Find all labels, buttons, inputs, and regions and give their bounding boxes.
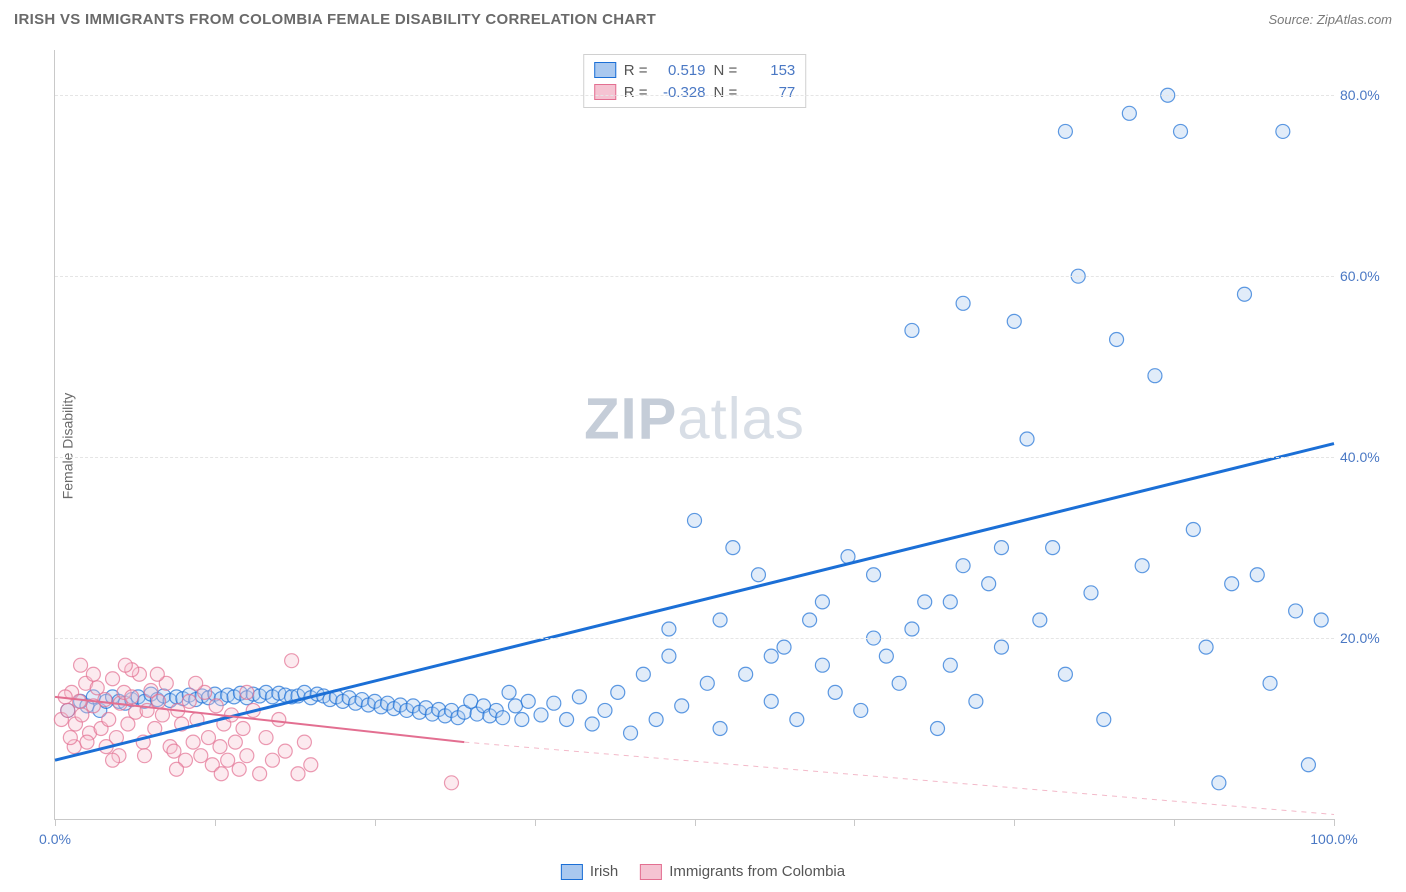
legend-item-irish: Irish	[561, 863, 618, 880]
stats-legend: R = 0.519 N = 153 R = -0.328 N = 77	[583, 54, 807, 108]
swatch-irish	[594, 62, 616, 78]
gridline	[55, 95, 1334, 96]
x-tick	[375, 819, 376, 826]
swatch-colombia	[640, 864, 662, 880]
x-tick-label: 0.0%	[39, 831, 71, 847]
x-tick	[535, 819, 536, 826]
swatch-irish	[561, 864, 583, 880]
y-tick-label: 60.0%	[1340, 268, 1400, 284]
x-tick	[1174, 819, 1175, 826]
x-tick-label: 100.0%	[1310, 831, 1357, 847]
x-tick	[854, 819, 855, 826]
chart-title: IRISH VS IMMIGRANTS FROM COLOMBIA FEMALE…	[14, 11, 656, 28]
bottom-legend: Irish Immigrants from Colombia	[561, 863, 845, 880]
stats-row-irish: R = 0.519 N = 153	[594, 59, 796, 81]
gridline	[55, 457, 1334, 458]
x-tick	[1014, 819, 1015, 826]
swatch-colombia	[594, 84, 616, 100]
legend-item-colombia: Immigrants from Colombia	[640, 863, 845, 880]
y-tick-label: 40.0%	[1340, 449, 1400, 465]
plot-area: ZIPatlas R = 0.519 N = 153 R = -0.328 N …	[54, 50, 1334, 820]
x-tick	[215, 819, 216, 826]
chart-header: IRISH VS IMMIGRANTS FROM COLOMBIA FEMALE…	[0, 0, 1406, 38]
y-tick-label: 20.0%	[1340, 630, 1400, 646]
x-tick	[695, 819, 696, 826]
y-tick-label: 80.0%	[1340, 87, 1400, 103]
chart-canvas	[55, 50, 1334, 819]
gridline	[55, 276, 1334, 277]
source-attribution: Source: ZipAtlas.com	[1268, 12, 1392, 27]
stats-row-colombia: R = -0.328 N = 77	[594, 81, 796, 103]
gridline	[55, 638, 1334, 639]
x-tick	[1334, 819, 1335, 826]
x-tick	[55, 819, 56, 826]
